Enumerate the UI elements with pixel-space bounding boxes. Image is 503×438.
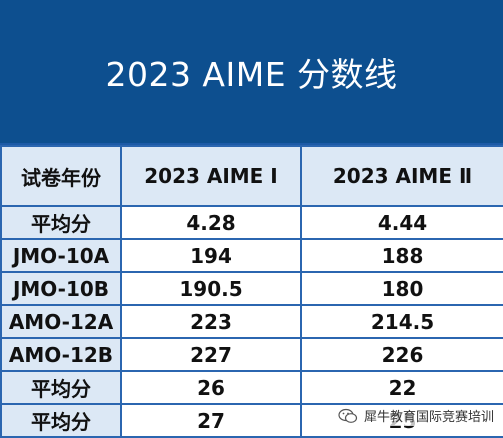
score-table: 试卷年份 2023 AIME Ⅰ 2023 AIME Ⅱ 平均分 4.28 4.44 JMO… <box>0 145 503 438</box>
cell: 180 <box>300 271 503 306</box>
row-label: AMO-12A <box>0 304 122 339</box>
row-label: 平均分 <box>0 403 122 438</box>
wechat-icon <box>338 408 358 423</box>
column-header: 试卷年份 <box>0 145 122 207</box>
table-row: JMO-10A 194 188 <box>0 238 503 273</box>
cell: 190.5 <box>120 271 302 306</box>
column-header: 2023 AIME Ⅰ <box>120 145 302 207</box>
table-row: 平均分 4.28 4.44 <box>0 205 503 240</box>
header-row: 试卷年份 2023 AIME Ⅰ 2023 AIME Ⅱ <box>0 145 503 207</box>
table-row: AMO-12B 227 226 <box>0 337 503 372</box>
cell: 27 <box>120 403 302 438</box>
cell: 188 <box>300 238 503 273</box>
row-label: JMO-10A <box>0 238 122 273</box>
title: 2023 AIME 分数线 <box>105 54 398 94</box>
cell: 194 <box>120 238 302 273</box>
cell: 223 <box>120 304 302 339</box>
cell: 22 <box>300 370 503 405</box>
row-label: AMO-12B <box>0 337 122 372</box>
cell: 26 <box>120 370 302 405</box>
column-header: 2023 AIME Ⅱ <box>300 145 503 207</box>
cell: 227 <box>120 337 302 372</box>
row-label: 平均分 <box>0 205 122 240</box>
cell: 4.28 <box>120 205 302 240</box>
table-row: JMO-10B 190.5 180 <box>0 271 503 306</box>
row-label: 平均分 <box>0 370 122 405</box>
table-row: 平均分 26 22 <box>0 370 503 405</box>
cell: 4.44 <box>300 205 503 240</box>
cell: 214.5 <box>300 304 503 339</box>
table-row: AMO-12A 223 214.5 <box>0 304 503 339</box>
title-banner: 2023 AIME 分数线 <box>0 0 503 145</box>
cell: 226 <box>300 337 503 372</box>
row-label: JMO-10B <box>0 271 122 306</box>
watermark: 犀牛教育国际竞赛培训 <box>334 405 497 426</box>
watermark-text: 犀牛教育国际竞赛培训 <box>363 410 494 425</box>
